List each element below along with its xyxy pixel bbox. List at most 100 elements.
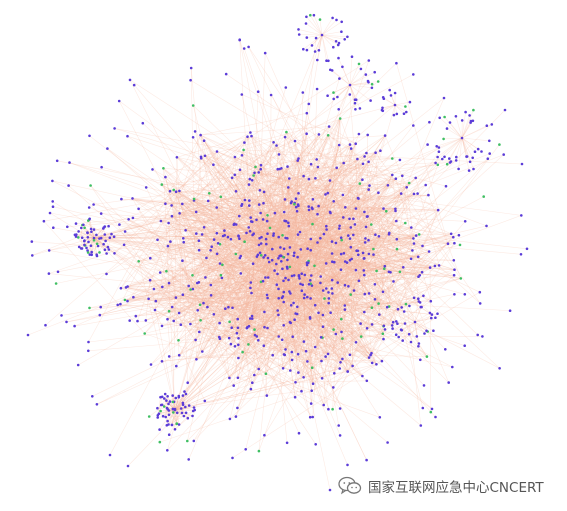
graph-edge	[250, 278, 300, 390]
graph-node	[404, 221, 407, 225]
wechat-icon	[338, 476, 362, 495]
graph-edge	[157, 239, 313, 418]
graph-node	[449, 232, 453, 236]
graph-node	[471, 119, 475, 123]
graph-edge	[252, 229, 327, 236]
graph-edge	[93, 234, 390, 239]
graph-edge	[222, 235, 371, 356]
graph-edge	[308, 262, 425, 386]
graph-node	[290, 358, 294, 362]
graph-node	[95, 254, 99, 258]
graph-edge	[176, 157, 285, 258]
graph-edge	[295, 328, 368, 383]
graph-edge	[279, 255, 330, 299]
graph-edge	[307, 298, 330, 362]
graph-edge	[182, 260, 290, 292]
graph-edge	[260, 152, 376, 166]
graph-node	[375, 269, 378, 273]
graph-edge	[190, 156, 202, 290]
graph-edge	[183, 238, 318, 243]
graph-edge	[167, 402, 184, 422]
graph-edge	[165, 203, 346, 262]
graph-edge	[219, 263, 268, 296]
graph-node	[166, 244, 170, 248]
graph-edge	[294, 203, 402, 308]
graph-edge	[283, 291, 393, 326]
graph-edge	[277, 169, 342, 255]
graph-edge	[287, 238, 393, 326]
graph-node	[453, 293, 456, 296]
graph-edge	[269, 205, 319, 229]
graph-edge	[202, 166, 319, 352]
graph-edge	[155, 254, 359, 302]
graph-edge	[349, 84, 372, 89]
graph-node	[405, 186, 409, 189]
graph-node	[253, 373, 256, 377]
graph-node	[369, 99, 372, 102]
graph-edge	[392, 174, 422, 426]
graph-node	[272, 234, 275, 237]
graph-node	[106, 245, 110, 249]
graph-edge	[174, 284, 303, 411]
graph-edge	[219, 322, 259, 370]
graph-edge	[231, 177, 335, 374]
graph-edge	[396, 109, 506, 222]
graph-edge	[318, 134, 366, 295]
graph-node	[435, 145, 439, 148]
graph-edge	[285, 220, 346, 286]
graph-node	[436, 312, 439, 316]
graph-node	[258, 189, 262, 192]
graph-edge	[178, 236, 239, 341]
graph-edge	[200, 267, 431, 321]
graph-node	[341, 337, 344, 340]
graph-edge	[253, 233, 299, 355]
graph-edge	[160, 407, 195, 412]
graph-edge	[171, 205, 414, 239]
graph-edge	[289, 211, 298, 323]
graph-edge	[261, 205, 319, 244]
graph-node	[348, 217, 351, 221]
graph-edge	[357, 197, 364, 253]
graph-edge	[174, 220, 285, 411]
graph-node	[394, 177, 398, 180]
graph-edge	[357, 158, 384, 340]
graph-node	[342, 252, 346, 255]
graph-edge	[258, 189, 369, 341]
graph-node	[452, 259, 456, 262]
graph-node	[237, 356, 240, 360]
graph-node	[417, 300, 421, 303]
graph-edge	[273, 233, 286, 350]
graph-node	[333, 372, 336, 375]
graph-node	[306, 295, 309, 299]
graph-edge	[394, 101, 410, 106]
graph-edge	[263, 208, 396, 220]
graph-edge	[286, 182, 410, 268]
graph-node	[382, 337, 385, 341]
graph-node	[468, 114, 471, 117]
graph-edge	[331, 177, 416, 242]
graph-edge	[259, 204, 342, 241]
graph-edge	[228, 210, 387, 308]
graph-node	[452, 235, 455, 239]
graph-edge	[249, 200, 329, 293]
graph-edge	[429, 267, 432, 413]
graph-node	[259, 163, 263, 167]
graph-node	[327, 407, 330, 411]
graph-edge	[32, 166, 256, 256]
graph-edge	[193, 198, 256, 336]
graph-node	[187, 404, 191, 407]
graph-edge	[231, 255, 281, 328]
graph-edge	[196, 269, 357, 360]
graph-node	[349, 293, 353, 296]
graph-edge	[388, 158, 489, 272]
graph-edge	[276, 260, 454, 265]
graph-node	[309, 297, 312, 300]
graph-edge	[178, 256, 284, 314]
graph-edge	[389, 89, 396, 106]
graph-edge	[180, 324, 372, 354]
graph-node	[361, 374, 364, 378]
graph-edge	[87, 245, 99, 253]
graph-edge	[274, 213, 299, 373]
graph-edge	[250, 178, 290, 283]
graph-node	[329, 311, 332, 315]
